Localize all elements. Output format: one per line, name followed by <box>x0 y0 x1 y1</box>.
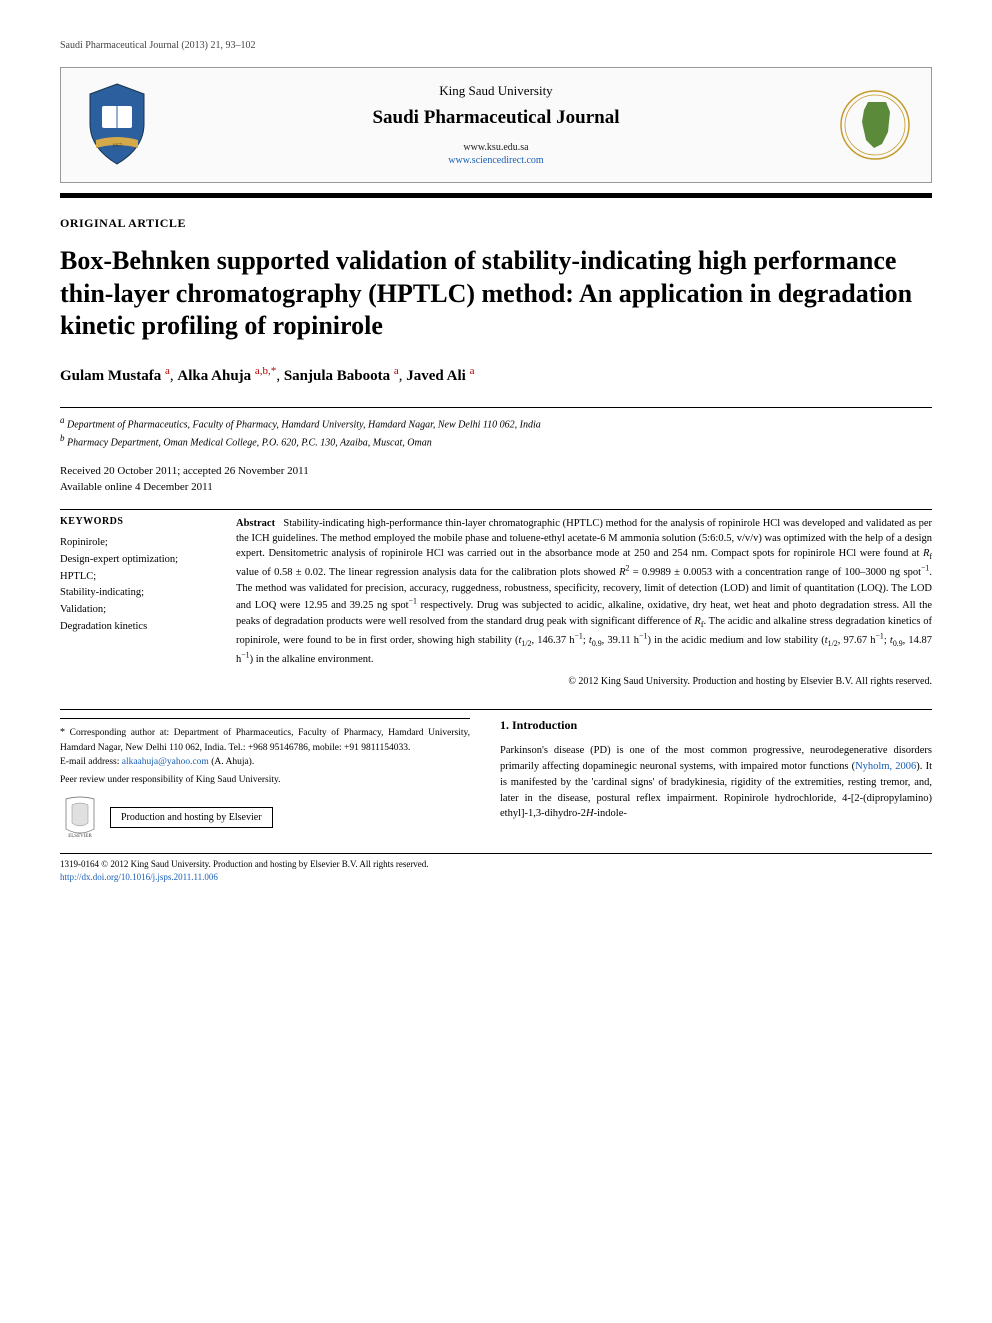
journal-url-sciencedirect[interactable]: www.sciencedirect.com <box>448 155 543 166</box>
peer-review-note: Peer review under responsibility of King… <box>60 775 470 785</box>
affiliations: a Department of Pharmaceutics, Faculty o… <box>60 414 932 451</box>
ksu-logo: 1957 <box>77 80 157 170</box>
corresponding-email-link[interactable]: alkaahuja@yahoo.com <box>122 757 209 767</box>
keywords-heading: KEYWORDS <box>60 516 210 527</box>
journal-header-box: 1957 King Saud University Saudi Pharmace… <box>60 67 932 183</box>
production-hosting-box: Production and hosting by Elsevier <box>110 807 273 828</box>
article-type: ORIGINAL ARTICLE <box>60 216 932 231</box>
star-icon: * <box>60 727 65 738</box>
sps-logo <box>835 80 915 170</box>
available-online: Available online 4 December 2011 <box>60 480 932 495</box>
keyword: Ropinirole; <box>60 535 210 552</box>
article-title: Box-Behnken supported validation of stab… <box>60 245 932 343</box>
article-dates: Received 20 October 2011; accepted 26 No… <box>60 464 932 495</box>
elsevier-logo-icon: ELSEVIER <box>60 795 100 839</box>
author-list: Gulam Mustafa a, Alka Ahuja a,b,*, Sanju… <box>60 365 932 385</box>
journal-url-ksu[interactable]: www.ksu.edu.sa <box>463 142 528 153</box>
footer: 1319-0164 © 2012 King Saud University. P… <box>60 858 932 883</box>
author: Sanjula Baboota a <box>284 368 399 384</box>
received-accepted: Received 20 October 2011; accepted 26 No… <box>60 464 932 479</box>
journal-center: King Saud University Saudi Pharmaceutica… <box>157 83 835 167</box>
footer-copyright: 1319-0164 © 2012 King Saud University. P… <box>60 858 932 871</box>
abstract-body: Stability-indicating high-performance th… <box>236 518 932 665</box>
footer-rule <box>60 853 932 854</box>
keywords-list: Ropinirole;Design-expert optimization;HP… <box>60 535 210 636</box>
author: Alka Ahuja a,b,* <box>177 368 276 384</box>
keyword: Degradation kinetics <box>60 619 210 636</box>
journal-name: Saudi Pharmaceutical Journal <box>157 107 835 129</box>
abstract-label: Abstract <box>236 518 275 529</box>
thin-rule-1 <box>60 407 932 408</box>
abstract-row: KEYWORDS Ropinirole;Design-expert optimi… <box>60 516 932 689</box>
thin-rule-3 <box>60 709 932 710</box>
keyword: Validation; <box>60 602 210 619</box>
affiliation: a Department of Pharmaceutics, Faculty o… <box>60 414 932 432</box>
svg-text:1957: 1957 <box>112 144 123 149</box>
journal-urls: www.ksu.edu.sa www.sciencedirect.com <box>157 141 835 167</box>
corresponding-author: * Corresponding author at: Department of… <box>60 718 470 769</box>
lower-left-column: * Corresponding author at: Department of… <box>60 718 470 839</box>
keyword: Design-expert optimization; <box>60 552 210 569</box>
svg-text:ELSEVIER: ELSEVIER <box>68 834 92 839</box>
copyright-line: © 2012 King Saud University. Production … <box>236 675 932 690</box>
affiliation: b Pharmacy Department, Oman Medical Coll… <box>60 432 932 450</box>
keywords-column: KEYWORDS Ropinirole;Design-expert optimi… <box>60 516 210 689</box>
thin-rule-2 <box>60 509 932 510</box>
footer-doi-link[interactable]: http://dx.doi.org/10.1016/j.jsps.2011.11… <box>60 872 218 882</box>
email-label: E-mail address: <box>60 757 119 767</box>
corresponding-who: (A. Ahuja). <box>211 757 254 767</box>
introduction-heading: 1. Introduction <box>500 718 932 733</box>
keyword: HPTLC; <box>60 569 210 586</box>
thick-rule <box>60 193 932 198</box>
author: Javed Ali a <box>406 368 474 384</box>
lower-two-column: * Corresponding author at: Department of… <box>60 718 932 839</box>
author: Gulam Mustafa a <box>60 368 170 384</box>
keyword: Stability-indicating; <box>60 585 210 602</box>
abstract-column: Abstract Stability-indicating high-perfo… <box>236 516 932 689</box>
university-name: King Saud University <box>157 83 835 99</box>
corresponding-text: Corresponding author at: Department of P… <box>60 728 470 752</box>
running-header: Saudi Pharmaceutical Journal (2013) 21, … <box>60 40 932 51</box>
introduction-body: Parkinson's disease (PD) is one of the m… <box>500 743 932 822</box>
lower-right-column: 1. Introduction Parkinson's disease (PD)… <box>500 718 932 839</box>
elsevier-production-box: ELSEVIER Production and hosting by Elsev… <box>60 795 470 839</box>
